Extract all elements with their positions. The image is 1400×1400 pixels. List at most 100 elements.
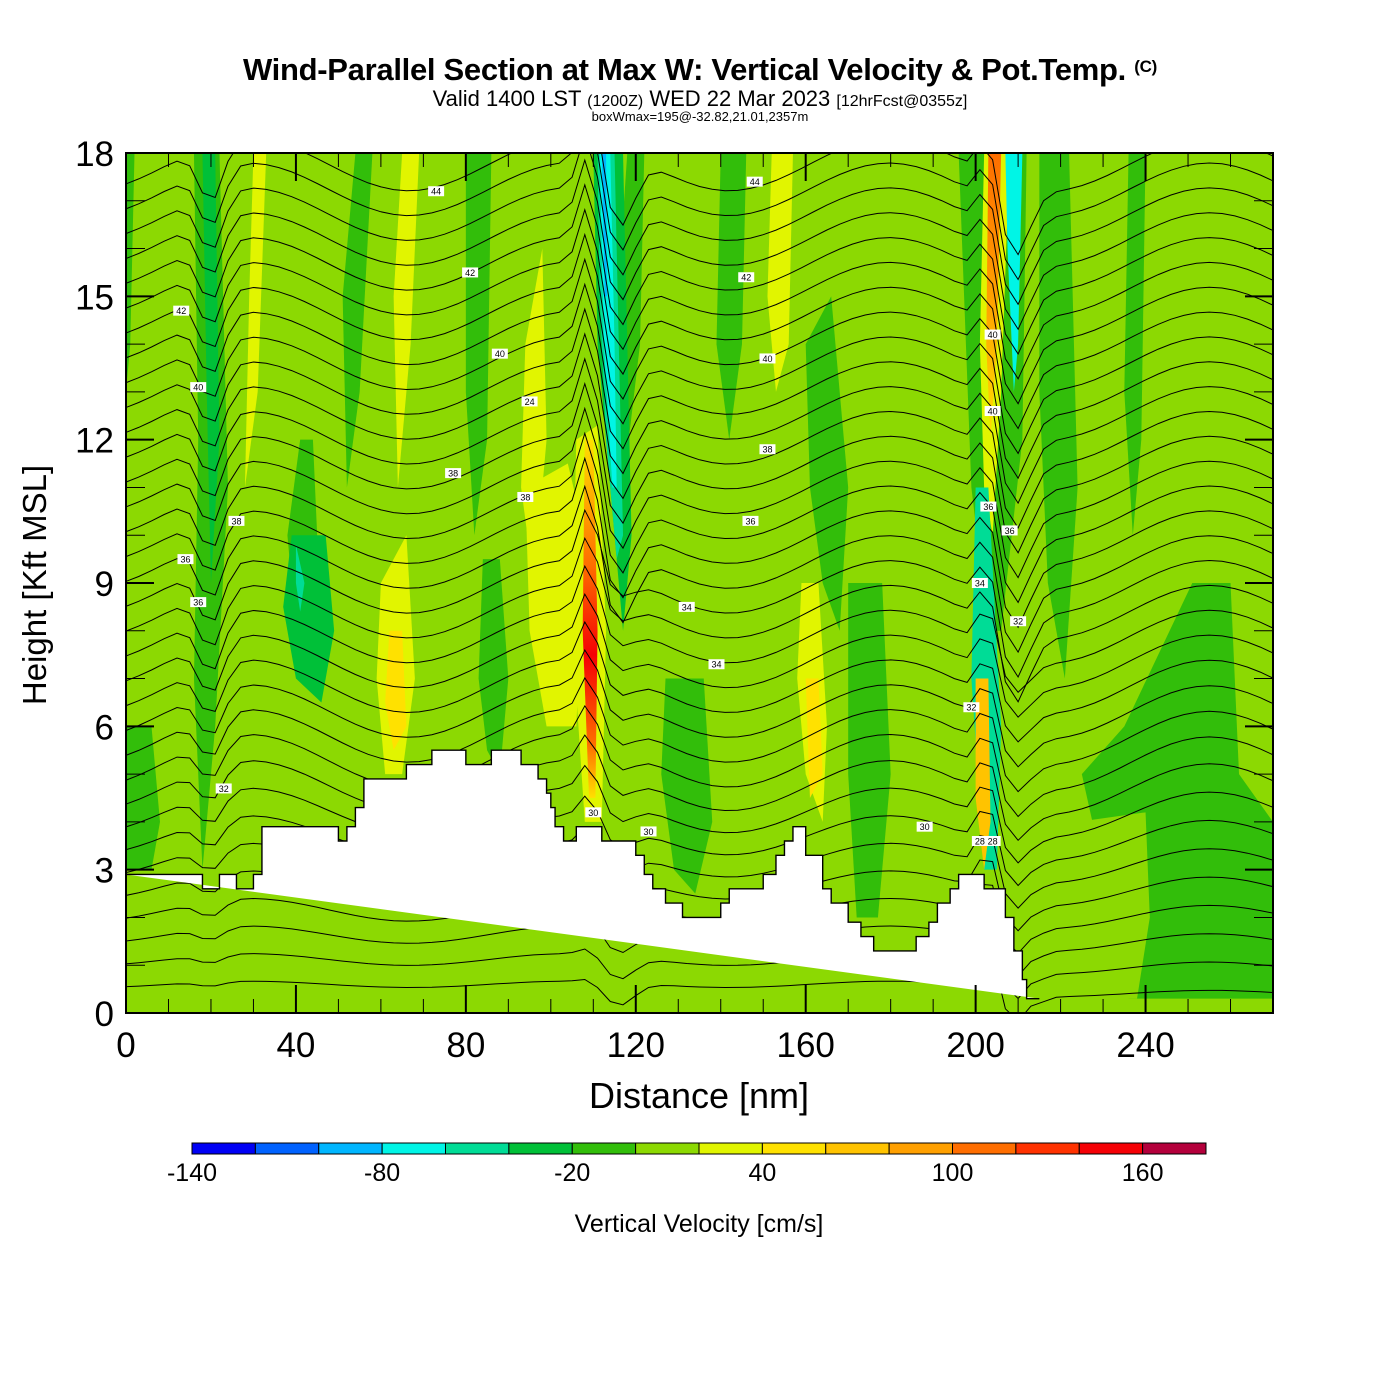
x-tick-label: 40 xyxy=(276,1026,315,1065)
contour-label-box xyxy=(190,382,207,393)
contour-label: 24 xyxy=(521,396,538,407)
velocity-band xyxy=(1124,153,1146,536)
velocity-band xyxy=(1069,812,1150,999)
contour-label-text: 30 xyxy=(920,822,930,832)
theta-contour-line xyxy=(126,508,1273,679)
velocity-band xyxy=(805,678,823,798)
velocity-band xyxy=(295,544,305,612)
velocity-band xyxy=(393,153,420,488)
contour-label-box xyxy=(228,515,245,526)
theta-contour-line xyxy=(126,648,1273,768)
colorbar-tick-label: -20 xyxy=(554,1159,590,1187)
terrain-fill xyxy=(126,750,1040,999)
x-axis-label: Distance [nm] xyxy=(589,1075,809,1116)
contour-label-text: 34 xyxy=(975,579,985,589)
colorbar-segment xyxy=(888,1142,953,1155)
contour-label-text: 40 xyxy=(762,354,772,364)
contour-label-box xyxy=(759,353,776,364)
velocity-band xyxy=(716,153,747,440)
contour-label: 38 xyxy=(759,444,776,455)
contour-label-text: 34 xyxy=(711,660,721,670)
colorbar-segment xyxy=(381,1142,446,1155)
contour-label-text: 42 xyxy=(176,306,186,316)
contour-label-box xyxy=(963,702,980,713)
colorbar-segment xyxy=(254,1142,320,1155)
colorbar-segment xyxy=(318,1142,383,1155)
contour-label-box xyxy=(521,396,538,407)
contour-label-box xyxy=(984,836,1001,846)
contour-label: 34 xyxy=(708,659,725,670)
contour-label-text: 40 xyxy=(988,407,998,417)
contour-label-text: 30 xyxy=(588,808,598,818)
contour-label-box xyxy=(177,554,194,565)
contour-label-text: 36 xyxy=(180,555,190,565)
theta-contour-line xyxy=(126,676,1273,793)
x-tick-label: 240 xyxy=(1116,1026,1174,1065)
colorbar-segment xyxy=(1015,1142,1080,1155)
velocity-band xyxy=(342,153,373,488)
contour-label-text: 28 xyxy=(975,837,985,847)
x-tick-label: 120 xyxy=(607,1026,665,1065)
valid-time-utc: (1200Z) xyxy=(587,93,644,110)
contour-label-box xyxy=(1001,525,1018,536)
contour-label-box xyxy=(517,492,534,502)
velocity-band xyxy=(525,463,585,727)
contour-label-box xyxy=(759,444,776,455)
contour-label: 32 xyxy=(215,783,232,794)
contour-label-text: 36 xyxy=(1005,526,1015,536)
colorbar-segment xyxy=(191,1142,256,1155)
east-low-updraft xyxy=(975,678,991,870)
colorbar-tick-label: 160 xyxy=(1122,1159,1164,1187)
contour-label-box xyxy=(428,186,445,197)
velocity-band xyxy=(848,583,891,918)
theta-contour-line xyxy=(126,158,1273,331)
contour-label: 36 xyxy=(980,501,997,512)
colorbar-tick-label: -80 xyxy=(364,1159,400,1187)
contour-label: 40 xyxy=(759,353,776,364)
contour-label: 32 xyxy=(963,702,980,713)
y-tick-label: 9 xyxy=(95,565,114,604)
chart-subtitle: Valid 1400 LST (1200Z) WED 22 Mar 2023 [… xyxy=(0,86,1400,112)
contour-label-box xyxy=(640,826,657,837)
contour-label-text: 42 xyxy=(741,273,751,283)
y-tick-label: 0 xyxy=(95,995,114,1034)
contour-label-box xyxy=(1010,616,1027,627)
colorbar-segment xyxy=(1078,1142,1144,1155)
velocity-band xyxy=(767,153,793,392)
y-tick-label: 6 xyxy=(95,708,114,747)
theta-contour-line xyxy=(126,734,1273,842)
colorbar-segment xyxy=(698,1142,763,1155)
theta-contour-line xyxy=(126,764,1273,864)
colorbar-segment xyxy=(1142,1142,1207,1155)
contour-label: 34 xyxy=(971,578,988,589)
contour-label: 30 xyxy=(585,807,602,818)
y-tick-label: 18 xyxy=(75,135,114,174)
theta-contour-line xyxy=(126,153,1273,306)
contour-label: 36 xyxy=(742,515,759,526)
contour-label-text: 40 xyxy=(495,349,505,359)
contour-label: 30 xyxy=(916,821,933,832)
theta-contour-line xyxy=(126,282,1273,455)
theta-contour-line xyxy=(126,153,1273,256)
contour-label-box xyxy=(215,783,232,794)
contour-label-box xyxy=(462,267,479,278)
contour-label-box xyxy=(984,406,1001,416)
theta-contour-line xyxy=(126,257,1273,430)
contour-label-text: 40 xyxy=(193,383,203,393)
contour-label: 34 xyxy=(678,601,695,612)
contour-label-text: 42 xyxy=(465,268,475,278)
velocity-band xyxy=(202,153,220,583)
colorbar-segment xyxy=(445,1142,510,1155)
contour-label: 36 xyxy=(190,597,207,608)
contour-label-box xyxy=(971,578,988,588)
theta-contour-line xyxy=(126,332,1273,505)
velocity-band xyxy=(244,153,267,488)
chart-title: Wind-Parallel Section at Max W: Vertical… xyxy=(0,52,1400,88)
contour-label: 32 xyxy=(1010,616,1027,627)
contour-label-text: 38 xyxy=(448,469,458,479)
theta-contour-line xyxy=(126,232,1273,405)
copyright-mark: (C) xyxy=(1134,57,1157,76)
contour-label-box xyxy=(980,501,997,512)
contour-label: 38 xyxy=(228,515,245,526)
